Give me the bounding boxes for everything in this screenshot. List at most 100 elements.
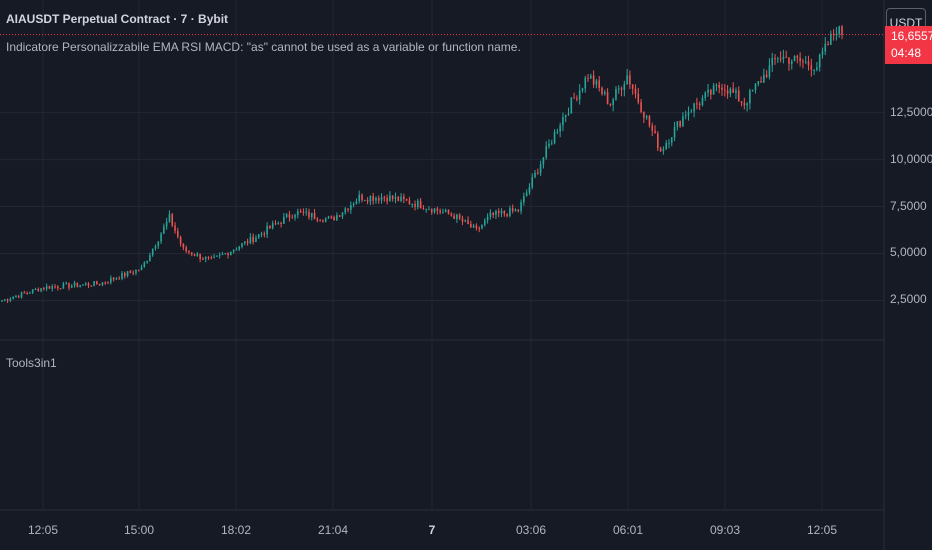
candle-down <box>308 211 310 218</box>
candle-down <box>827 43 829 45</box>
candle-down <box>497 210 500 214</box>
time-axis-label: 09:03 <box>709 523 741 537</box>
candle-up <box>255 237 257 243</box>
symbol-title[interactable]: AIAUSDT Perpetual Contract · 7 · Bybit <box>6 12 229 26</box>
candle-down <box>59 288 62 290</box>
price-axis-label: 2,5000 <box>890 292 927 307</box>
candle-up <box>707 89 709 93</box>
candle-up <box>341 212 344 217</box>
candle-up <box>140 266 143 271</box>
time-axis-label: 12:05 <box>27 523 59 537</box>
candle-down <box>210 257 213 259</box>
candle-up <box>65 283 67 285</box>
candle-up <box>324 218 327 222</box>
candle-up <box>763 74 765 83</box>
candle-up <box>570 97 573 114</box>
candle-down <box>419 200 422 209</box>
candle-up <box>70 285 73 288</box>
candle-down <box>710 89 712 95</box>
candle-up <box>715 85 718 87</box>
candle-up <box>165 221 168 227</box>
candle-down <box>37 289 40 292</box>
candle-down <box>467 220 469 224</box>
time-axis-label: 12:05 <box>806 523 838 537</box>
candle-down <box>439 210 441 213</box>
candle-down <box>383 197 386 199</box>
candle-up <box>567 113 570 115</box>
candle-down <box>43 288 45 290</box>
candle-down <box>68 283 70 288</box>
candle-up <box>15 296 17 298</box>
candle-up <box>751 90 754 92</box>
candle-down <box>174 225 176 232</box>
indicator-pane-title[interactable]: Tools3in1 <box>6 356 57 370</box>
candle-up <box>835 34 838 36</box>
candle-up <box>623 84 626 90</box>
candle-up <box>9 299 12 301</box>
candle-down <box>802 61 804 63</box>
candle-down <box>696 103 698 105</box>
candle-up <box>428 209 430 211</box>
candle-down <box>54 286 56 288</box>
candle-down <box>637 93 640 103</box>
candle-up <box>196 253 199 256</box>
candle-up <box>816 67 818 70</box>
candle-up <box>40 288 42 292</box>
candle-up <box>62 283 65 289</box>
candle-down <box>193 254 196 256</box>
candle-down <box>330 216 333 218</box>
candle-up <box>531 177 534 188</box>
time-axis-label: 15:00 <box>123 523 155 537</box>
candle-up <box>29 292 31 294</box>
candle-down <box>648 116 651 126</box>
candle-down <box>104 282 107 284</box>
candle-up <box>626 75 628 85</box>
candle-down <box>810 65 813 70</box>
candle-down <box>643 111 645 118</box>
candle-up <box>548 143 550 147</box>
candle-up <box>564 114 567 118</box>
candle-down <box>246 241 249 244</box>
candle-down <box>450 213 453 216</box>
candle-up <box>793 55 796 62</box>
candle-down <box>347 208 349 210</box>
candle-down <box>832 33 835 35</box>
last-price-tag: 16,6557 04:48 <box>885 25 932 64</box>
candle-up <box>101 282 104 286</box>
candle-up <box>514 209 517 211</box>
candle-up <box>149 255 151 261</box>
candle-up <box>824 43 827 52</box>
candle-up <box>545 146 547 158</box>
candle-down <box>743 102 746 106</box>
time-axis-label: 7 <box>428 523 436 537</box>
candle-up <box>121 273 123 279</box>
time-axis-label: 21:04 <box>317 523 349 537</box>
candle-up <box>520 202 522 212</box>
candle-down <box>333 216 335 221</box>
candle-down <box>679 121 681 127</box>
candle-up <box>617 88 620 90</box>
candle-down <box>269 226 271 229</box>
price-axis-label: 10,0000 <box>890 151 932 166</box>
candle-down <box>726 90 729 94</box>
candle-down <box>737 90 740 102</box>
candle-up <box>204 257 207 260</box>
candle-down <box>313 212 316 219</box>
candle-down <box>774 57 776 59</box>
candle-down <box>123 273 126 277</box>
candle-up <box>257 234 260 238</box>
candle-down <box>506 213 508 216</box>
candle-up <box>285 214 288 217</box>
candle-up <box>135 269 137 274</box>
price-axis-label: 5,0000 <box>890 245 927 260</box>
candle-up <box>584 77 587 89</box>
candle-up <box>704 92 707 99</box>
candle-up <box>464 220 467 222</box>
candle-down <box>651 125 654 131</box>
candle-up <box>782 56 785 60</box>
candle-down <box>207 257 210 259</box>
candle-down <box>190 252 193 255</box>
time-axis-label: 03:06 <box>515 523 547 537</box>
candle-down <box>288 214 291 218</box>
